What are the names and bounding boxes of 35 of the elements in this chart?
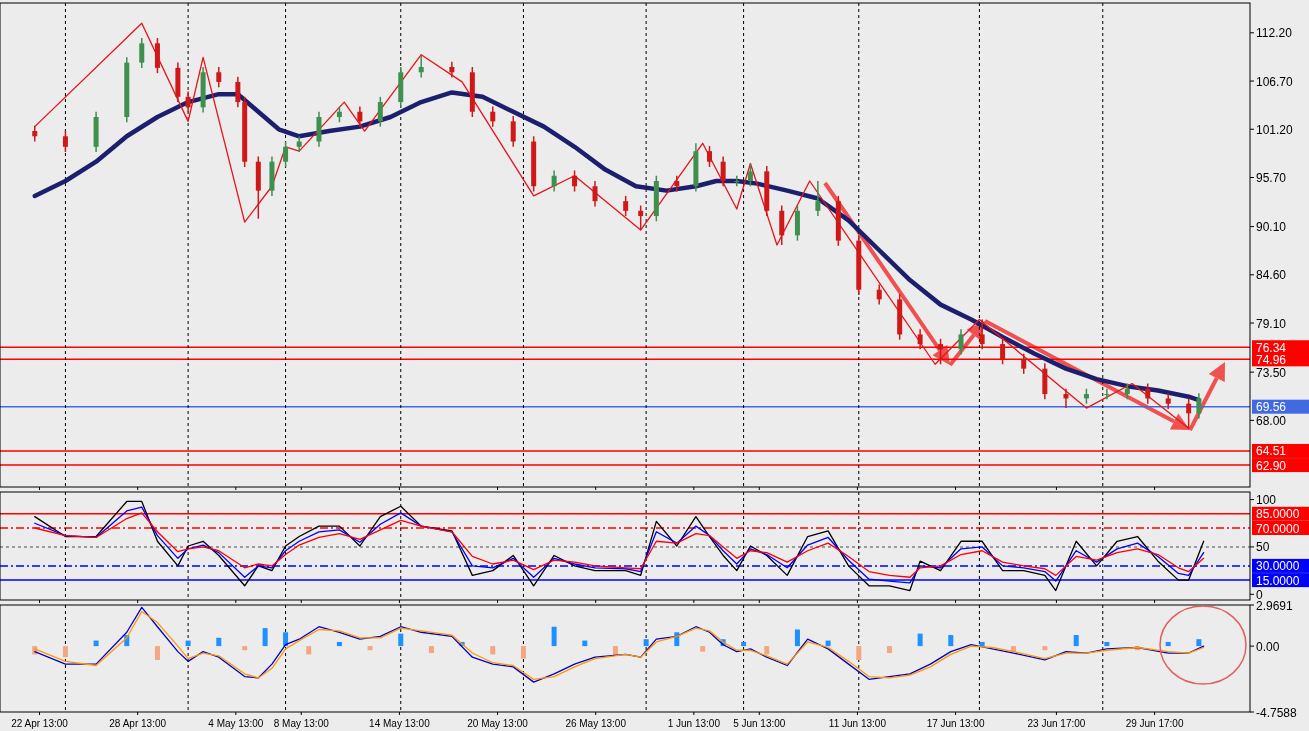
x-tick-label: 17 Jun 13:00 (926, 718, 985, 729)
y-tick-label: 100 (1256, 493, 1277, 508)
y-tick-label: 79.10 (1256, 316, 1287, 331)
y-tick-label: 84.60 (1256, 268, 1287, 283)
y-tick-label: 68.00 (1256, 413, 1287, 428)
y-tick-label: -4.7588 (1256, 705, 1298, 720)
y-tick-label: 101.20 (1256, 122, 1294, 137)
x-tick-label: 29 Jun 17:00 (1125, 718, 1184, 729)
ref-line-label: 69.56 (1256, 400, 1287, 415)
y-tick-label: 0.00 (1256, 639, 1280, 654)
ref-line-label: 62.90 (1256, 458, 1287, 473)
ref-line-label: 70.0000 (1256, 521, 1300, 536)
y-tick-label: 73.50 (1256, 365, 1287, 380)
ref-line-label: 30.0000 (1256, 559, 1300, 574)
ref-line-label: 76.34 (1256, 340, 1287, 355)
ref-line-label: 74.96 (1256, 352, 1287, 367)
x-tick-label: 23 Jun 17:00 (1027, 718, 1086, 729)
y-tick-label: 112.20 (1256, 26, 1293, 41)
x-tick-label: 8 May 13:00 (273, 718, 330, 729)
x-tick-label: 22 Apr 13:00 (11, 718, 69, 729)
x-tick-label: 20 May 13:00 (467, 718, 529, 729)
y-tick-label: 50 (1256, 540, 1270, 555)
x-tick-label: 11 Jun 13:00 (828, 718, 887, 729)
x-tick-label: 1 Jun 13:00 (667, 718, 721, 729)
x-tick-label: 5 Jun 13:00 (733, 718, 786, 729)
x-tick-label: 26 May 13:00 (565, 718, 627, 729)
y-tick-label: 95.70 (1256, 170, 1287, 185)
y-tick-label: 90.10 (1256, 220, 1287, 235)
x-tick-label: 4 May 13:00 (208, 718, 264, 729)
ref-line-label: 64.51 (1256, 444, 1287, 459)
ref-line-label: 85.0000 (1256, 507, 1300, 522)
x-tick-label: 28 Apr 13:00 (109, 718, 167, 729)
x-tick-label: 14 May 13:00 (369, 718, 431, 729)
y-tick-label: 106.70 (1256, 74, 1294, 89)
ref-line-label: 15.0000 (1256, 573, 1300, 588)
